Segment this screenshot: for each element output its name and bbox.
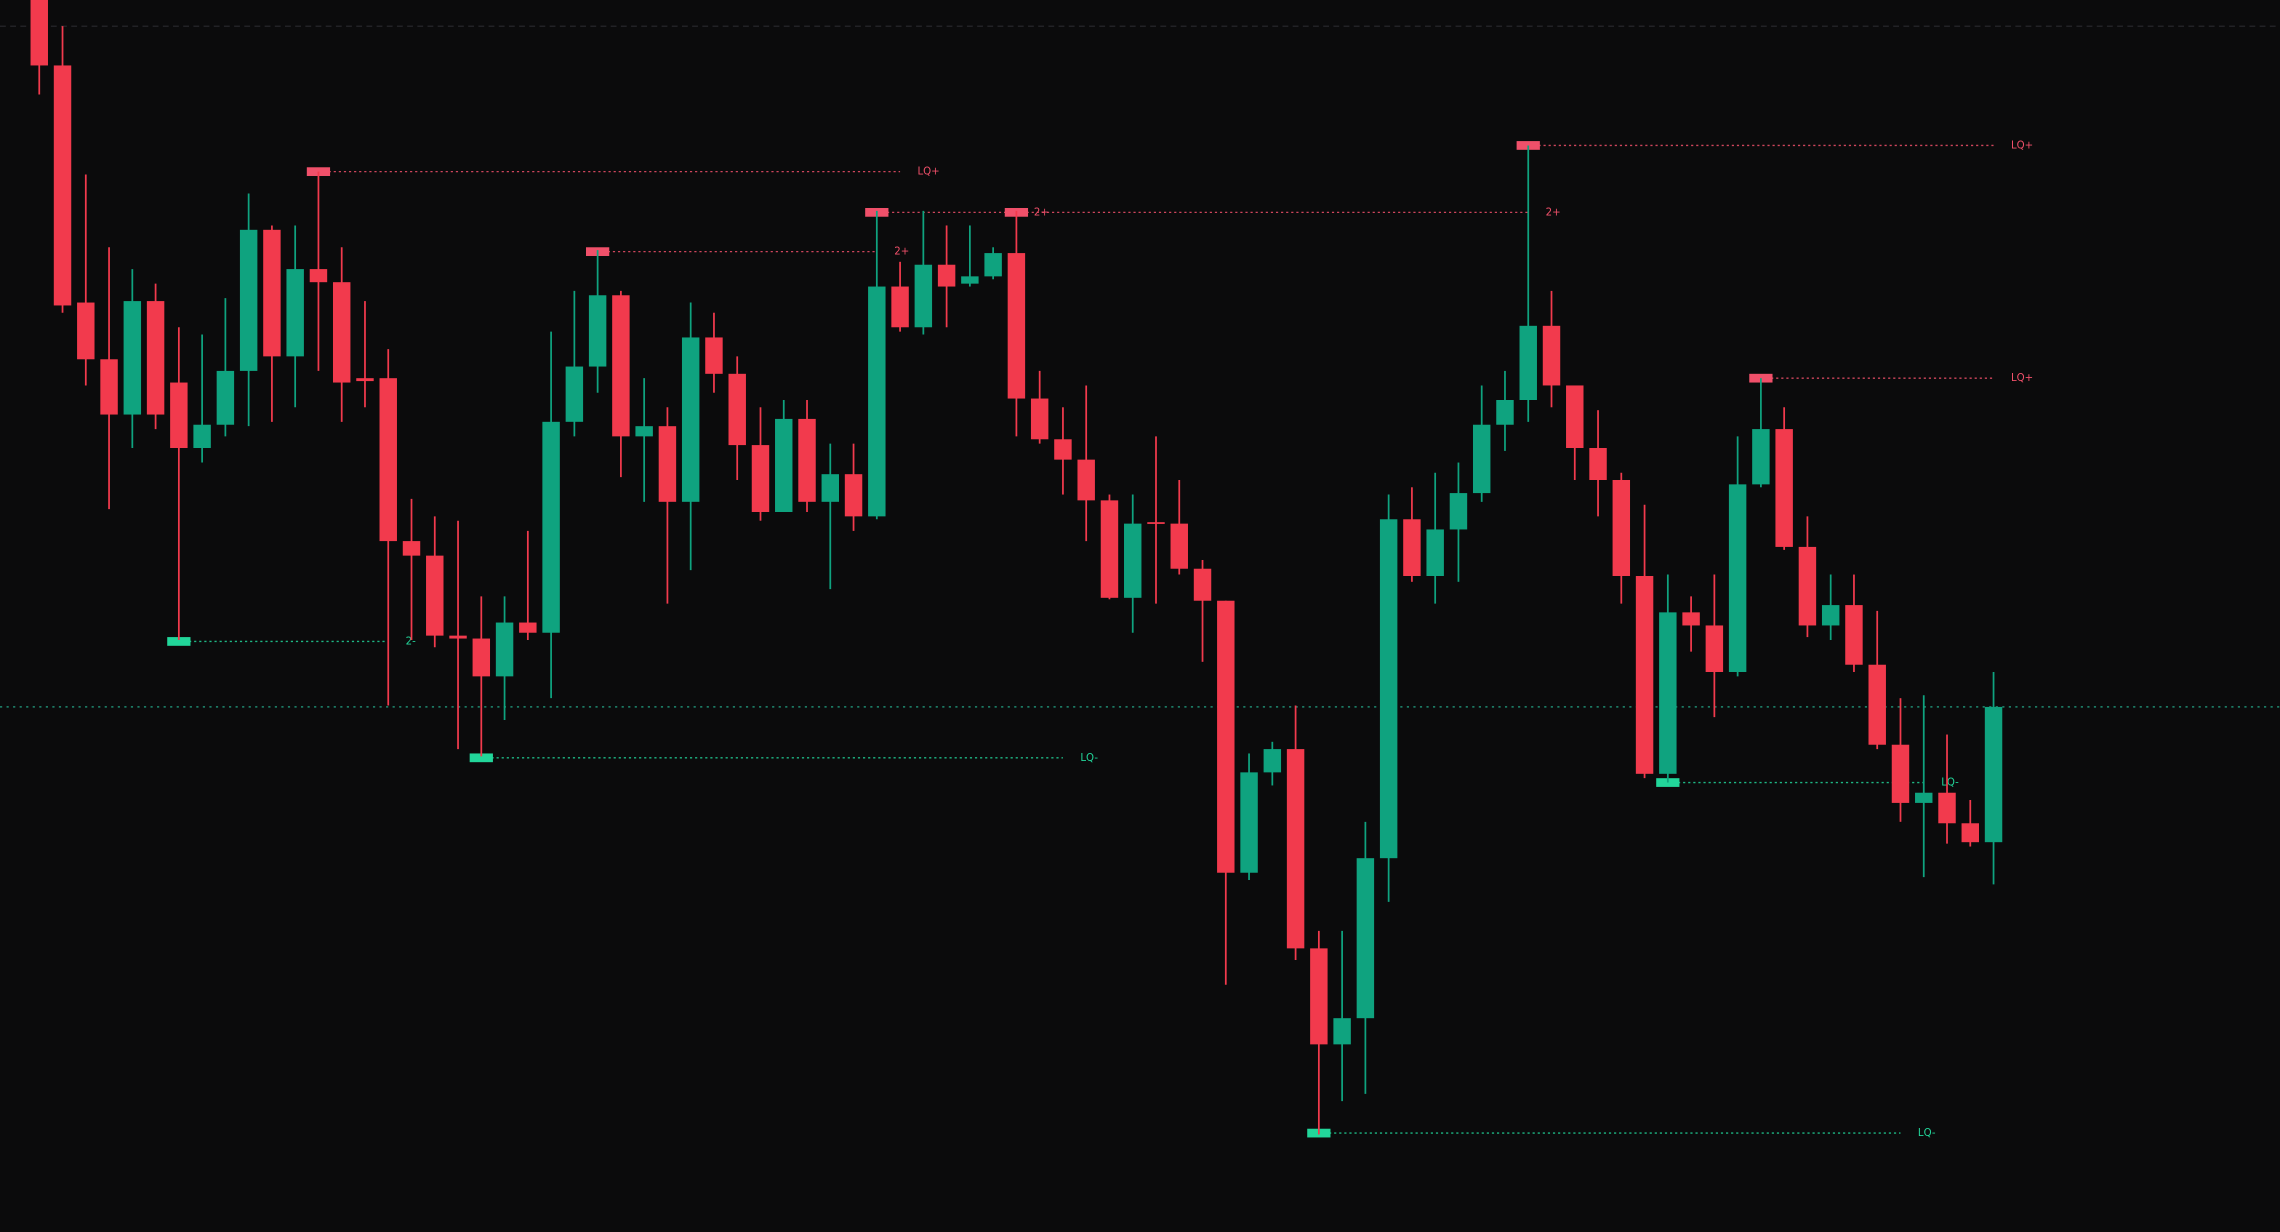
candle-body <box>1379 519 1398 859</box>
candle-body <box>1054 439 1072 460</box>
candle-body <box>914 264 933 328</box>
candle-body <box>1891 744 1910 803</box>
candle-body <box>309 269 328 283</box>
candle-body <box>1635 576 1654 774</box>
candle-body <box>1798 546 1817 626</box>
level-label: LQ- <box>1080 753 1098 764</box>
candle-body <box>170 382 188 448</box>
candle-body <box>356 378 374 382</box>
level-marker <box>167 637 191 646</box>
candle-body <box>542 421 560 633</box>
candle-body <box>728 373 746 446</box>
candle-body <box>1542 325 1561 386</box>
candle-body <box>1915 792 1933 803</box>
candle-body <box>751 445 770 512</box>
candle-body <box>146 301 165 415</box>
candle-body <box>216 370 235 425</box>
candle-body <box>426 555 444 636</box>
candle-body <box>1356 858 1375 1019</box>
candle-body <box>449 635 467 639</box>
candle-body <box>937 264 956 287</box>
candle-body <box>1217 600 1235 873</box>
candle-body <box>1170 523 1188 569</box>
candle-body <box>100 359 118 415</box>
candle-body <box>332 282 351 383</box>
candle-body <box>239 229 258 371</box>
candle-body <box>1821 605 1840 626</box>
candle-body <box>1007 253 1026 399</box>
candle-body <box>193 424 211 448</box>
candle-body <box>1984 706 2003 843</box>
level-label: LQ+ <box>918 167 940 178</box>
candle-body <box>1310 948 1328 1045</box>
candle-body <box>1728 484 1747 672</box>
candle-body <box>565 366 584 422</box>
candle-body <box>984 253 1002 277</box>
candle-body <box>1449 493 1468 530</box>
candle-body <box>1589 448 1607 480</box>
candle-body <box>472 638 491 677</box>
candle-body <box>519 622 537 633</box>
candle-body <box>1472 424 1491 494</box>
candle-body <box>53 65 72 306</box>
candle-body <box>612 295 630 437</box>
candle-body <box>1659 612 1677 774</box>
level-label: 2+ <box>1546 207 1561 218</box>
candle-body <box>1193 568 1212 601</box>
candle-body <box>495 622 514 677</box>
candle-body <box>1147 522 1165 524</box>
candle-body <box>658 426 677 502</box>
level-label: 2+ <box>1034 207 1049 218</box>
level-label: 2- <box>406 636 416 647</box>
candle-body <box>891 286 909 328</box>
candle-body <box>1426 529 1444 576</box>
candle-body <box>123 301 142 415</box>
level-label: LQ+ <box>2011 140 2033 151</box>
candle-body <box>1263 749 1282 773</box>
candle-body <box>1752 429 1770 485</box>
level-marker <box>469 753 493 763</box>
level-label: LQ+ <box>2011 373 2033 384</box>
candle-body <box>961 276 979 284</box>
candle-body <box>1286 749 1305 949</box>
candle-body <box>681 337 700 502</box>
candle-body <box>402 541 421 556</box>
candle-body <box>588 295 607 367</box>
candle-body <box>1682 612 1700 626</box>
candle-body <box>1240 772 1258 873</box>
level-label: LQ- <box>1918 1128 1936 1139</box>
candle-body <box>263 229 281 357</box>
candle-body <box>286 269 304 357</box>
candle-body <box>1030 398 1049 440</box>
candle-body <box>77 302 95 360</box>
candle-body <box>775 418 793 512</box>
candle-body <box>1077 459 1095 501</box>
candle-body <box>798 418 816 502</box>
candle-body <box>1961 823 1980 843</box>
candle-body <box>379 378 397 542</box>
candle-body <box>844 474 863 517</box>
candle-body <box>1938 792 1956 824</box>
candle-body <box>705 337 723 374</box>
candle-body <box>1868 664 1886 745</box>
candle-body <box>1519 325 1537 400</box>
candle-body <box>1100 500 1119 598</box>
candle-body <box>1496 400 1514 425</box>
candle-body <box>1775 429 1793 547</box>
candle-body <box>1566 385 1584 448</box>
candle-body <box>868 286 886 517</box>
candle-body <box>1124 523 1142 598</box>
candle-body <box>30 0 48 66</box>
level-marker <box>306 167 331 176</box>
candle-body <box>1705 625 1724 672</box>
candle-body <box>1845 605 1863 665</box>
candle-body <box>1612 480 1631 576</box>
level-label: 2+ <box>894 247 909 258</box>
candle-body <box>1333 1018 1351 1045</box>
candle-body <box>821 474 840 502</box>
level-label: LQ- <box>1941 778 1959 789</box>
candle-body <box>1403 519 1421 576</box>
candle-body <box>635 426 653 437</box>
